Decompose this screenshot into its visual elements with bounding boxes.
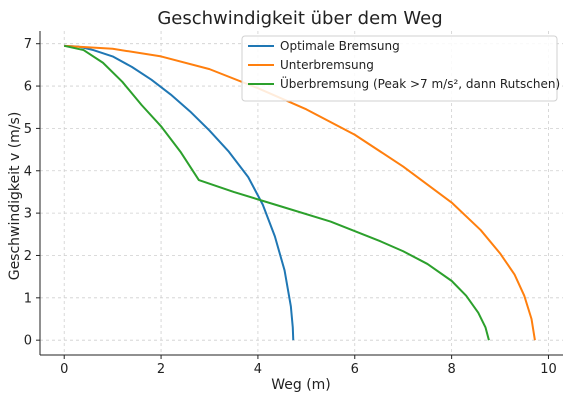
y-tick-label: 0 <box>24 334 32 349</box>
y-axis-title: Geschwindigkeit v (m/s) <box>7 112 23 281</box>
y-tick-label: 7 <box>24 37 32 52</box>
tick-labels: 0 2 4 6 8 10 0 1 2 3 4 5 6 7 <box>24 37 557 377</box>
y-tick-label: 6 <box>24 80 32 95</box>
x-axis-title: Weg (m) <box>271 377 331 393</box>
series-line-2 <box>64 44 536 341</box>
series-line-3 <box>63 44 490 341</box>
x-tick-label: 10 <box>540 362 557 377</box>
legend: Optimale Bremsung Unterbremsung Überbremsu… <box>241 35 560 102</box>
legend-label: Überbremsung (Peak >7 m/s², dann Rutsche… <box>280 75 560 91</box>
x-tick-label: 8 <box>447 362 455 377</box>
chart-title: Geschwindigkeit über dem Weg <box>157 8 442 29</box>
x-tick-label: 6 <box>351 362 359 377</box>
x-tick-label: 2 <box>157 362 165 377</box>
legend-label: Optimale Bremsung <box>280 39 400 53</box>
axes <box>39 31 563 356</box>
series-lines <box>63 44 536 341</box>
y-tick-label: 3 <box>24 207 32 222</box>
y-tick-label: 5 <box>24 122 32 137</box>
legend-label: Unterbremsung <box>280 58 374 72</box>
x-tick-label: 0 <box>60 362 68 377</box>
y-tick-label: 2 <box>24 249 32 264</box>
x-tick-label: 4 <box>254 362 262 377</box>
y-tick-label: 4 <box>24 164 32 179</box>
legend-box <box>241 35 558 102</box>
series-line-1 <box>64 44 295 341</box>
y-tick-label: 1 <box>24 291 32 306</box>
